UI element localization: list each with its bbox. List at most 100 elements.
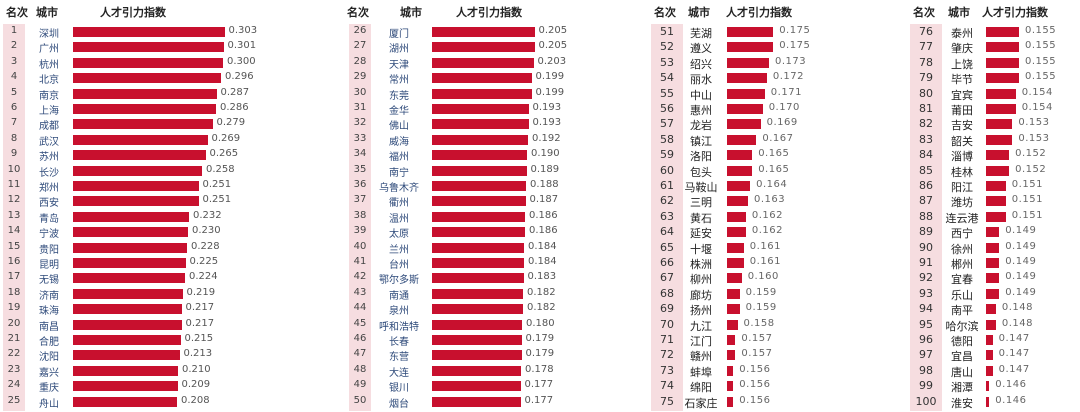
- rank-label: 2: [10, 40, 18, 52]
- city-label: 佛山: [389, 121, 409, 133]
- value-label: 0.177: [524, 394, 554, 406]
- rank-label: 40: [353, 240, 367, 252]
- city-label: 金华: [389, 106, 409, 117]
- index-bar: [73, 365, 178, 376]
- rank-label: 78: [919, 55, 933, 69]
- city-label: 乐山: [951, 288, 973, 302]
- rank-label: 92: [919, 271, 933, 285]
- rank-label: 80: [919, 86, 933, 100]
- value-label: 0.225: [189, 256, 219, 267]
- city-label: 贵阳: [39, 244, 59, 256]
- rank-label: 88: [919, 209, 933, 223]
- value-label: 0.164: [756, 179, 788, 190]
- index-bar: [727, 304, 740, 315]
- city-label: 衢州: [389, 198, 409, 210]
- city-label: 温州: [389, 213, 409, 225]
- value-label: 0.158: [743, 317, 775, 329]
- rank-label: 30: [353, 86, 367, 98]
- city-label: 青岛: [39, 213, 59, 225]
- city-label: 兰州: [389, 244, 409, 256]
- rank-label: 17: [7, 271, 21, 283]
- city-label: 绵阳: [690, 381, 712, 395]
- rank-label: 31: [353, 102, 367, 113]
- city-label: 绍兴: [690, 57, 712, 71]
- rank-label: 84: [919, 148, 933, 162]
- city-label: 厦门: [389, 29, 409, 40]
- city-label: 廊坊: [690, 288, 712, 302]
- index-bar: [986, 365, 993, 376]
- index-bar: [432, 165, 527, 176]
- city-label: 西安: [39, 198, 59, 210]
- value-label: 0.199: [535, 86, 565, 98]
- city-label: 宜昌: [951, 350, 973, 364]
- city-label: 阳江: [951, 181, 973, 194]
- rank-label: 83: [919, 132, 933, 146]
- value-label: 0.286: [220, 102, 249, 113]
- index-bar: [986, 273, 1000, 284]
- index-bar: [432, 258, 524, 268]
- city-label: 柳州: [690, 273, 712, 287]
- value-label: 0.156: [739, 394, 771, 406]
- index-bar: [432, 119, 529, 130]
- city-label: 天津: [389, 59, 409, 71]
- value-label: 0.165: [758, 148, 790, 160]
- index-bar: [727, 119, 761, 130]
- index-bar: [432, 73, 532, 84]
- index-bar: [73, 150, 206, 161]
- rank-label: 46: [353, 333, 367, 344]
- rank-label: 87: [919, 194, 933, 208]
- rank-label: 69: [660, 302, 674, 316]
- value-label: 0.155: [1025, 71, 1057, 83]
- index-bar: [727, 288, 740, 299]
- rank-label: 48: [353, 363, 367, 375]
- city-label: 沈阳: [39, 352, 59, 364]
- rank-label: 77: [919, 40, 933, 54]
- rank-label: 81: [919, 102, 933, 115]
- rank-label: 43: [353, 286, 367, 298]
- rank-label: 95: [919, 317, 933, 331]
- rank-label: 27: [353, 40, 367, 52]
- index-bar: [986, 288, 1000, 299]
- city-label: 马鞍山: [684, 181, 718, 194]
- city-label: 广州: [39, 44, 59, 56]
- value-label: 0.173: [775, 55, 807, 67]
- rank-label: 19: [7, 302, 21, 314]
- city-label: 济南: [39, 290, 59, 302]
- city-label: 南平: [951, 304, 973, 318]
- value-label: 0.151: [1011, 194, 1043, 206]
- city-label: 常州: [389, 75, 409, 87]
- value-label: 0.217: [185, 302, 215, 314]
- rank-header: 名次: [654, 6, 676, 19]
- index-bar: [432, 42, 535, 53]
- city-label: 成都: [39, 121, 59, 133]
- index-header: 人才引力指数: [982, 6, 1048, 19]
- city-label: 福州: [389, 152, 409, 164]
- city-header: 城市: [36, 6, 58, 19]
- city-label: 唐山: [951, 365, 973, 379]
- rank-label: 29: [353, 71, 367, 83]
- city-label: 南京: [39, 90, 59, 102]
- rank-label: 5: [10, 86, 18, 98]
- value-label: 0.159: [745, 286, 777, 298]
- index-bar: [432, 211, 525, 222]
- rank-label: 62: [660, 194, 674, 208]
- city-label: 莆田: [951, 104, 973, 117]
- rank-label: 39: [353, 225, 367, 237]
- index-bar: [73, 27, 225, 37]
- rank-label: 63: [660, 209, 674, 223]
- value-label: 0.193: [532, 117, 562, 129]
- rank-header: 名次: [913, 6, 935, 19]
- index-bar: [986, 165, 1010, 176]
- rank-label: 44: [353, 302, 367, 314]
- value-label: 0.186: [529, 225, 558, 237]
- value-label: 0.180: [526, 317, 555, 329]
- city-label: 泰州: [951, 27, 973, 40]
- rank-label: 41: [353, 256, 367, 267]
- rank-column-background: [3, 24, 25, 411]
- index-bar: [73, 211, 189, 222]
- value-label: 0.199: [535, 71, 565, 83]
- rank-label: 55: [660, 86, 674, 100]
- value-label: 0.147: [998, 363, 1030, 375]
- index-bar: [73, 165, 202, 176]
- value-label: 0.300: [227, 55, 256, 67]
